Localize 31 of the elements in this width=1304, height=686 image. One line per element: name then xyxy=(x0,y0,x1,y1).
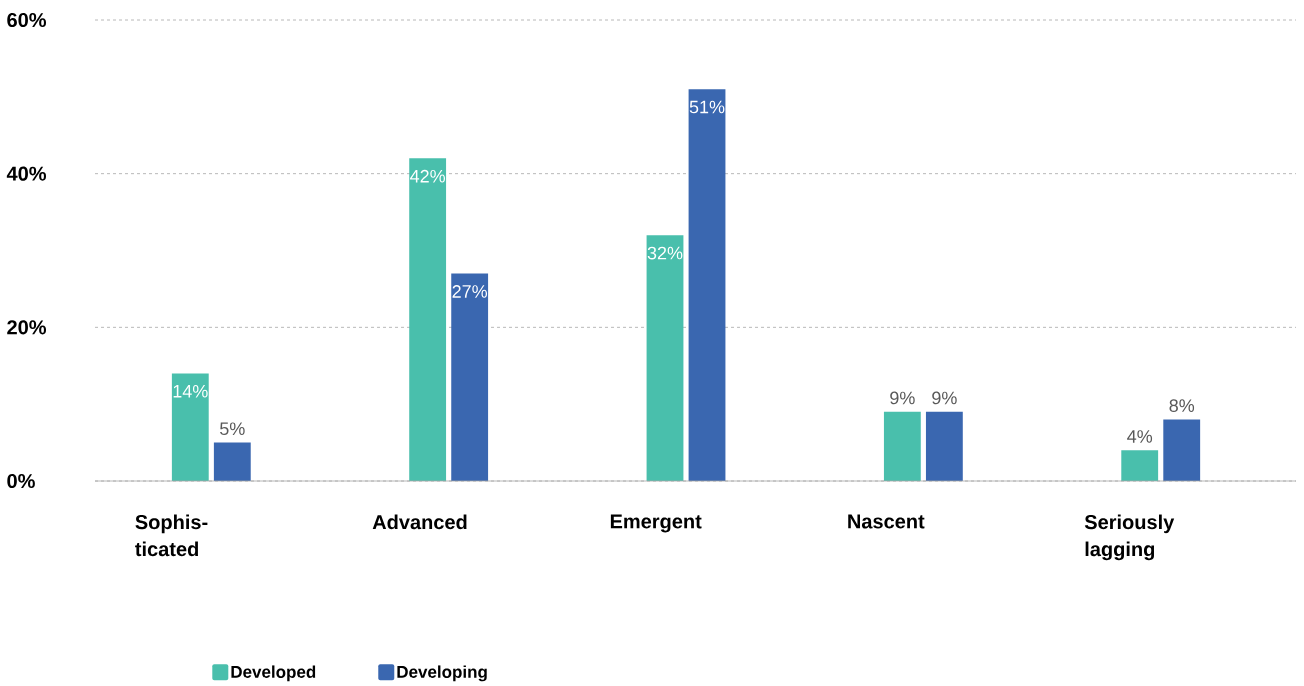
legend-label: Developing xyxy=(397,665,487,682)
data-label: 42% xyxy=(410,169,446,183)
bar xyxy=(925,411,963,481)
data-label: 9% xyxy=(932,391,957,405)
y-tick-label: 0% xyxy=(7,473,35,489)
x-tick-label: Emergent xyxy=(610,514,702,533)
bar xyxy=(883,411,921,481)
bar xyxy=(409,158,447,481)
bar xyxy=(1121,450,1159,481)
data-label: 14% xyxy=(173,384,208,398)
data-label: 32% xyxy=(647,246,683,260)
y-tick-label: 20% xyxy=(7,320,47,335)
bar xyxy=(213,442,251,481)
data-label: 27% xyxy=(452,285,488,298)
data-label: 5% xyxy=(220,422,245,436)
bar xyxy=(646,235,684,481)
y-tick-label: 40% xyxy=(6,166,47,181)
legend-label: Developed xyxy=(231,665,316,682)
x-tick-label: Sophis-ticated xyxy=(135,514,208,557)
x-tick-label: Seriously lagging xyxy=(1084,514,1175,561)
x-tick-label: Advanced xyxy=(372,514,467,530)
data-label: 4% xyxy=(1127,430,1153,443)
bar xyxy=(451,273,489,481)
data-label: 9% xyxy=(890,391,915,405)
bar xyxy=(171,373,209,481)
x-tick-label: Nascent xyxy=(848,514,925,529)
data-label: 51% xyxy=(689,100,725,114)
bar xyxy=(1163,419,1201,481)
data-label: 8% xyxy=(1169,399,1195,412)
y-tick-label: 60% xyxy=(7,12,47,28)
bar xyxy=(688,89,726,481)
